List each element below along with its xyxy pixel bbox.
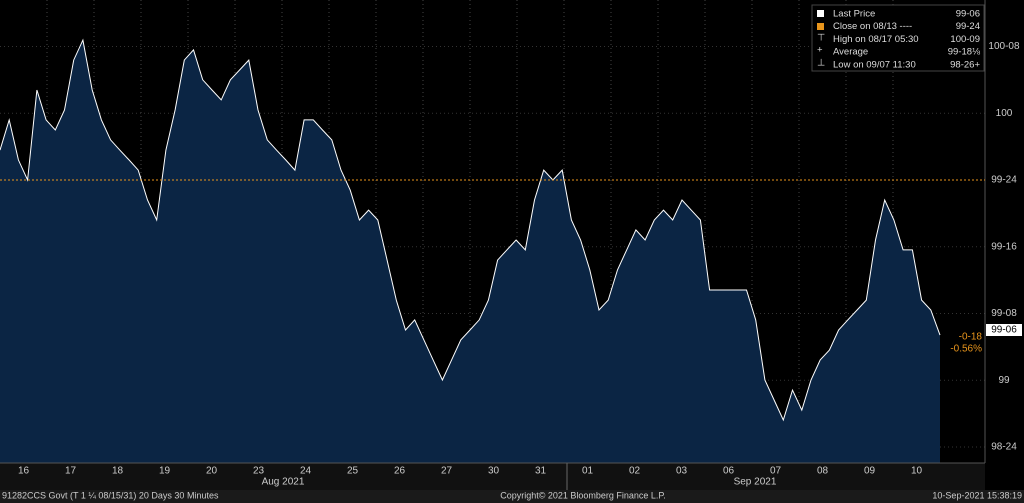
legend-name: Last Price: [833, 9, 875, 20]
footer: [0, 490, 1024, 503]
legend-icon: ⊤: [817, 33, 825, 44]
x-tick-label: 09: [864, 466, 876, 477]
legend-icon: [817, 10, 824, 17]
x-tick-label: 08: [817, 466, 829, 477]
y-tick-label: 99-16: [991, 241, 1017, 252]
x-axis-band: [0, 463, 985, 490]
x-tick-label: 10: [911, 466, 923, 477]
legend-name: Close on 08/13 ----: [833, 21, 912, 32]
x-tick-label: 26: [394, 466, 406, 477]
y-tick-label: 99-08: [991, 308, 1017, 319]
last-price-box: [986, 324, 1022, 336]
footer-security: 91282CCS Govt (T 1 ¼ 08/15/31) 20 Days 3…: [2, 490, 219, 500]
legend-name: Low on 09/07 11:30: [833, 59, 916, 70]
legend-value: 100-09: [950, 34, 980, 45]
legend-icon: ⊥: [817, 58, 825, 69]
x-tick-label: 19: [159, 466, 171, 477]
x-tick-label: 01: [582, 466, 594, 477]
x-tick-label: 30: [488, 466, 500, 477]
month-label: Aug 2021: [262, 477, 305, 488]
x-tick-label: 07: [770, 466, 782, 477]
last-price-label: 99-06: [991, 325, 1017, 336]
x-tick-label: 23: [253, 466, 265, 477]
y-tick-label: 100-08: [988, 41, 1020, 52]
change: -0-18: [959, 332, 983, 343]
x-tick-label: 03: [676, 466, 688, 477]
x-tick-label: 24: [300, 466, 312, 477]
footer-timestamp: 10-Sep-2021 15:38:19: [932, 490, 1022, 500]
legend-value: 99-24: [956, 21, 980, 32]
legend-value: 99-18⅛: [948, 47, 980, 58]
x-tick-label: 17: [65, 466, 77, 477]
x-tick-label: 20: [206, 466, 218, 477]
x-tick-label: 02: [629, 466, 641, 477]
x-tick-label: 18: [112, 466, 124, 477]
x-tick-label: 25: [347, 466, 359, 477]
legend-name: High on 08/17 05:30: [833, 34, 919, 45]
change-pct: -0.56%: [950, 344, 982, 355]
legend-value: 99-06: [956, 9, 980, 20]
area: [0, 40, 940, 463]
legend-icon: +: [817, 45, 823, 56]
y-tick-label: 99: [998, 375, 1010, 386]
legend: ⊤ + ⊥ Last Price 99-06 Close on 08/13 ----…: [811, 4, 985, 72]
y-tick-label: 100: [996, 108, 1013, 119]
x-tick-label: 27: [441, 466, 453, 477]
legend-value: 98-26+: [950, 59, 980, 70]
x-tick-label: 31: [535, 466, 547, 477]
month-label: Sep 2021: [734, 477, 777, 488]
footer-copyright: Copyright© 2021 Bloomberg Finance L.P.: [500, 490, 666, 500]
line: [0, 38, 941, 422]
legend-box: [811, 4, 985, 72]
y-tick-label: 99-24: [991, 175, 1017, 186]
legend-icon: [817, 23, 824, 30]
x-tick-label: 16: [18, 466, 30, 477]
y-tick-label: 98-24: [991, 442, 1017, 453]
x-tick-label: 06: [723, 466, 735, 477]
legend-name: Average: [833, 47, 868, 58]
